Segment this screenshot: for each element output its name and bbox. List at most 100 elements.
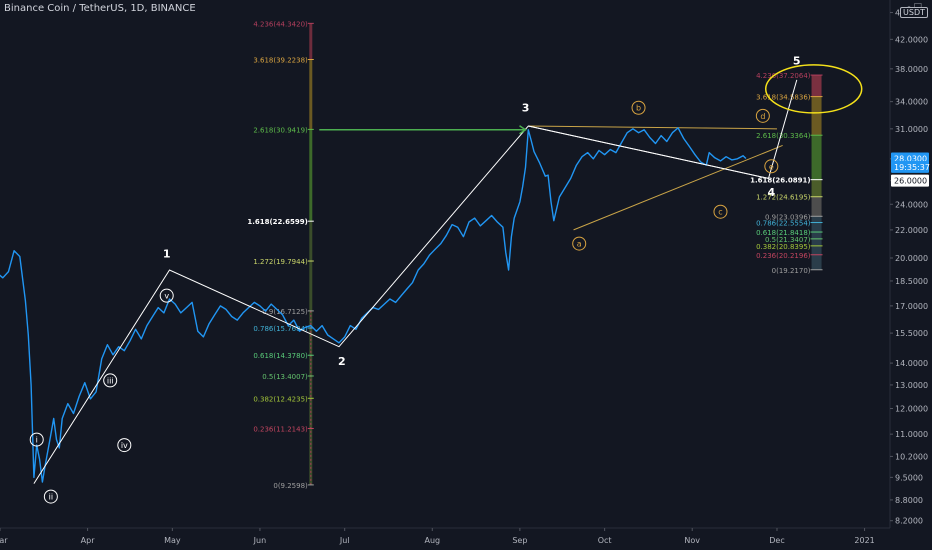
x-tick-label: Jul — [339, 536, 350, 545]
price-badge-label: 26.0000 — [894, 177, 927, 186]
y-tick-label: 38.0000 — [895, 65, 928, 74]
fib-right-bar-segment — [811, 96, 822, 136]
wave-label-circle — [631, 100, 646, 115]
wave-label: 4 — [768, 186, 776, 199]
fib-right-level-label: 3.618(34.5836) — [756, 94, 811, 102]
y-tick-label: 24.0000 — [895, 200, 928, 209]
wave-label-circle — [713, 204, 728, 219]
y-tick-label: 11.0000 — [895, 430, 928, 439]
wave-label-circle — [103, 373, 118, 388]
price-badge-label: 28.0300 — [894, 155, 927, 164]
wave-label-circle — [29, 432, 44, 447]
y-tick-label: 14.0000 — [895, 359, 928, 368]
y-tick-label: 8.8000 — [895, 496, 923, 505]
x-tick-label: May — [164, 536, 181, 545]
fib-right-level-label: 0.786(22.5554) — [756, 220, 811, 228]
fib-right-level-label: 0.236(20.2196) — [756, 252, 811, 260]
fib-right-bar-segment — [811, 216, 822, 271]
wave-label: v — [164, 292, 169, 301]
wave-label: 5 — [793, 54, 801, 67]
x-tick-label: Dec — [769, 536, 784, 545]
fib-right-level-label: 0.618(21.8418) — [756, 229, 811, 237]
fib-right-level-label: 1.272(24.6195) — [756, 194, 811, 202]
wave-label-circle — [764, 159, 779, 174]
fib-right-bar-segment — [811, 179, 822, 197]
x-tick-label: Sep — [512, 536, 527, 545]
wave-label: 2 — [338, 355, 346, 368]
fib-right-level-label: 0.382(20.8395) — [756, 243, 811, 251]
fib-left-level-label: 0(9.2598) — [273, 482, 308, 490]
fib-right-level-label: 0.9(23.0396) — [765, 213, 811, 221]
y-tick-label: 18.5000 — [895, 277, 928, 286]
fib-right-bar-segment — [811, 196, 822, 217]
wave-label: iii — [107, 376, 114, 385]
wave-label: d — [760, 112, 765, 121]
fib-right-level-label: 2.618(30.3364) — [756, 132, 811, 140]
y-tick-label: 22.0000 — [895, 226, 928, 235]
wave-label-circle — [572, 236, 587, 251]
fib-left-level-label: 1.618(22.6599) — [247, 218, 307, 226]
wave-label: 1 — [163, 248, 171, 261]
elliott-wave-path — [33, 79, 798, 484]
y-tick-label: 12.0000 — [895, 405, 928, 414]
highlight-ellipse — [764, 64, 863, 114]
y-tick-label: 13.0000 — [895, 381, 928, 390]
wave-label: a — [577, 240, 582, 249]
wave-label: 3 — [522, 102, 530, 115]
fib-right-level-label: 0.5(21.3407) — [765, 236, 811, 244]
fib-right-bar-segment — [811, 135, 822, 180]
y-tick-label: 20.0000 — [895, 254, 928, 263]
wave-label-circle — [117, 438, 132, 453]
y-tick-label: 8.2000 — [895, 517, 923, 526]
y-tick-label: 34.0000 — [895, 98, 928, 107]
wave-label: iv — [121, 441, 128, 450]
wave-label: c — [718, 208, 722, 217]
wave-label: e — [769, 162, 774, 171]
fib-left-level-label: 4.236(44.3420) — [253, 20, 308, 28]
fib-left-bar-segment — [309, 221, 313, 485]
y-tick-label: 42.0000 — [895, 35, 928, 44]
x-tick-label: Aug — [424, 536, 440, 545]
fib-left-level-label: 0.618(14.3780) — [253, 352, 308, 360]
fib-left-level-label: 1.272(19.7944) — [253, 258, 308, 266]
price-series-line — [0, 127, 747, 483]
x-tick-label: Jun — [253, 536, 267, 545]
fib-left-bar-segment — [309, 59, 313, 130]
fib-left-level-label: 0.236(11.2143) — [253, 425, 308, 433]
fib-right-level-label: 0(19.2170) — [772, 267, 811, 275]
arrow-head — [519, 125, 527, 135]
fib-left-level-label: 0.9(16.7125) — [262, 308, 308, 316]
fib-right-level-label: 1.618(26.0891) — [750, 177, 810, 185]
price-badge-label: 19:35:37 — [894, 163, 930, 172]
fib-left-bar-segment — [309, 23, 313, 60]
quote-currency-badge[interactable]: USDT — [900, 7, 928, 18]
fib-right-bar-segment — [811, 75, 822, 97]
x-tick-label: Oct — [598, 536, 612, 545]
fib-left-level-label: 0.786(15.7684) — [253, 325, 308, 333]
fib-left-bar-segment — [309, 129, 313, 222]
fib-left-level-label: 0.5(13.4007) — [262, 373, 308, 381]
x-tick-label: Apr — [81, 536, 96, 545]
x-tick-label: 2021 — [854, 536, 874, 545]
wave-label-circle — [43, 489, 58, 504]
y-tick-label: 9.5000 — [895, 473, 923, 482]
triangle-lower-line — [573, 144, 783, 231]
fib-right-level-label: 4.236(37.2064) — [756, 72, 811, 80]
fib-left-level-label: 2.618(30.9419) — [253, 126, 308, 134]
price-badge-bg — [891, 160, 929, 173]
wave-label-circle — [755, 108, 770, 123]
wave-label-circle — [159, 288, 174, 303]
wave-label: ii — [49, 493, 53, 502]
y-tick-label: 17.0000 — [895, 302, 928, 311]
wave-label: b — [636, 104, 641, 113]
x-tick-label: Mar — [0, 536, 8, 545]
y-tick-label: 31.0000 — [895, 125, 928, 134]
fib-left-level-label: 0.382(12.4235) — [253, 395, 308, 403]
fib-left-level-label: 3.618(39.2238) — [253, 57, 308, 65]
y-tick-label: 10.2000 — [895, 452, 928, 461]
y-tick-label: 15.5000 — [895, 329, 928, 338]
triangle-upper-line — [528, 125, 777, 130]
